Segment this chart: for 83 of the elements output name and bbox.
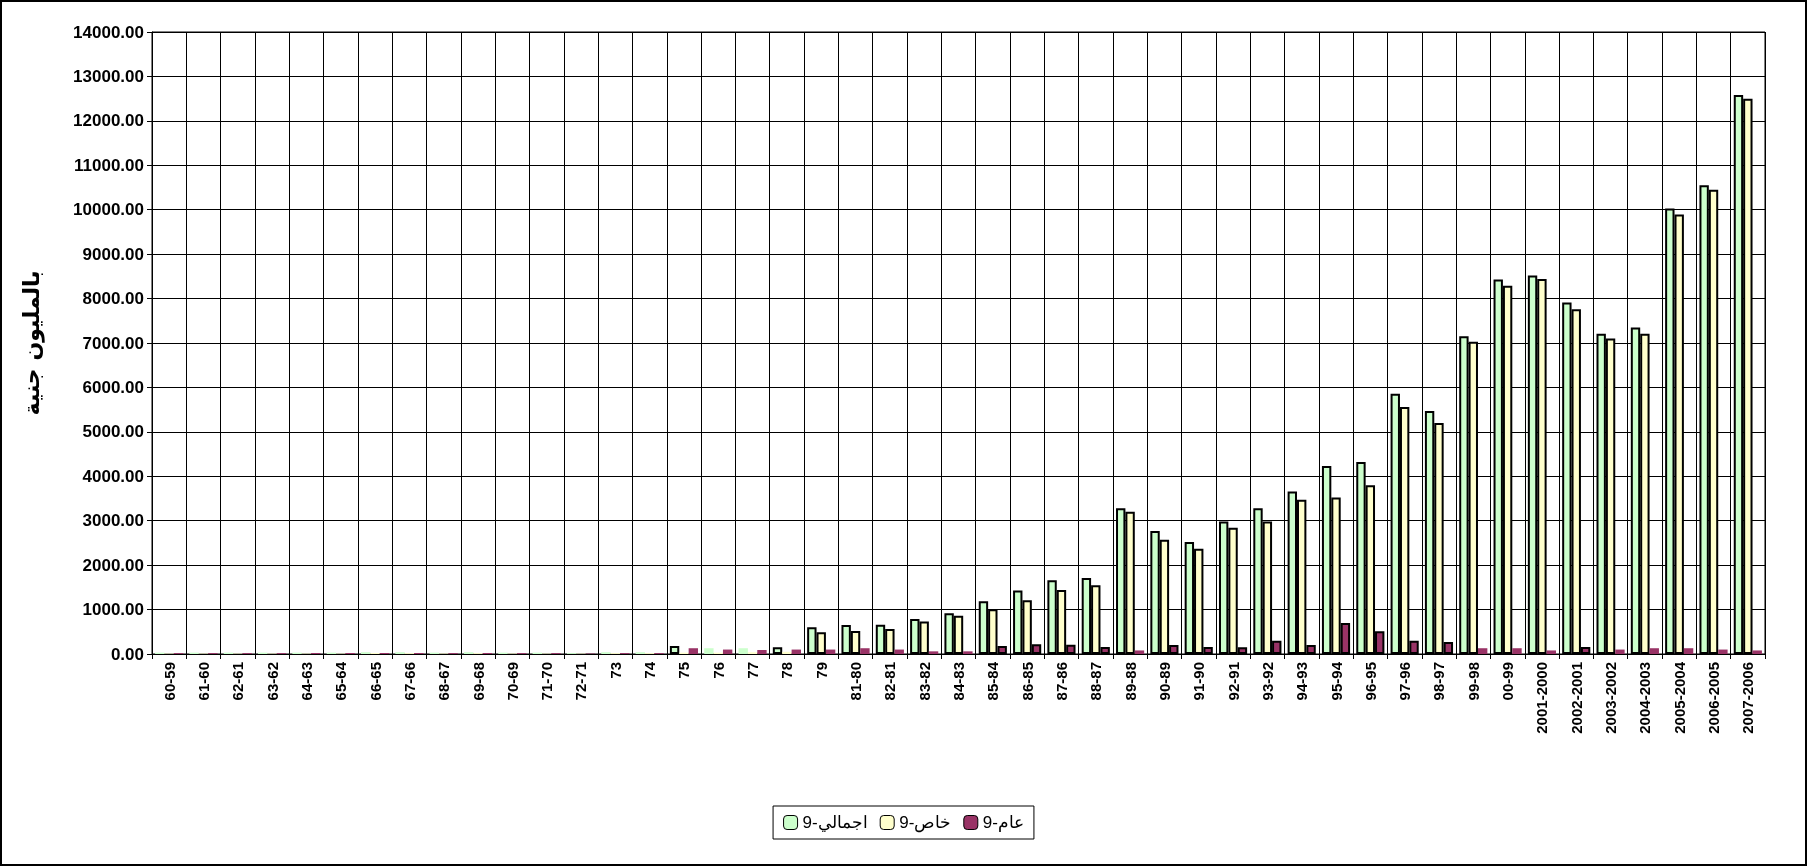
y-tick-label: 9000.00 [82, 244, 144, 264]
x-tick-label: 94-93 [1293, 662, 1311, 701]
x-tick-label: 2007-2006 [1739, 662, 1757, 734]
x-tick-label: 70-69 [503, 662, 521, 701]
x-tick-label: 72-71 [572, 662, 590, 701]
bar [1718, 649, 1728, 654]
legend-label: عام-9 [982, 813, 1024, 833]
bar [704, 648, 714, 654]
x-tick-label: 90-89 [1155, 662, 1173, 701]
x-tick-label: 66-65 [366, 662, 384, 701]
y-tick-label: 12000.00 [73, 111, 144, 131]
x-tick-label: 74 [641, 661, 659, 679]
x-tick-label: 83-82 [915, 662, 933, 701]
x-tick-label: 60-59 [160, 662, 178, 701]
y-tick-label: 5000.00 [82, 422, 144, 442]
x-tick-label: 2003-2002 [1602, 662, 1620, 734]
bar [782, 651, 792, 654]
x-tick-label: 2005-2004 [1670, 661, 1688, 734]
x-tick-label: 73 [606, 662, 624, 679]
x-tick-label: 71-70 [538, 662, 556, 701]
x-tick-label: 2006-2005 [1705, 662, 1723, 734]
y-tick-label: 10000.00 [73, 200, 144, 220]
x-tick-label: 61-60 [194, 662, 212, 701]
bar [688, 648, 699, 654]
y-tick-label: 14000.00 [73, 22, 144, 42]
legend-label: اجمالي-9 [802, 813, 868, 832]
y-tick-label: 1000.00 [82, 600, 144, 620]
bar [1134, 650, 1145, 654]
x-tick-label: 78 [778, 662, 796, 679]
x-tick-label: 79 [812, 662, 830, 679]
x-tick-label: 91-90 [1190, 662, 1208, 701]
bar [1649, 648, 1659, 654]
bar [1683, 648, 1694, 654]
x-tick-label: 2002-2001 [1567, 662, 1585, 734]
x-tick-label: 00-99 [1499, 662, 1517, 701]
bar [1752, 650, 1762, 654]
x-tick-label: 97-96 [1396, 662, 1414, 701]
y-tick-label: 3000.00 [82, 511, 144, 531]
x-tick-label: 63-62 [263, 662, 281, 701]
x-tick-label: 76 [709, 662, 727, 679]
x-tick-label: 84-83 [950, 662, 967, 701]
y-tick-label: 7000.00 [82, 333, 144, 353]
x-tick-label: 2001-2000 [1533, 662, 1551, 734]
bar [928, 651, 939, 654]
x-tick-label: 82-81 [881, 662, 899, 701]
x-tick-label: 87-86 [1052, 662, 1070, 701]
bar [1546, 650, 1556, 654]
bar [1512, 648, 1522, 654]
x-tick-label: 92-91 [1224, 662, 1242, 701]
bar [1615, 649, 1625, 654]
bar [757, 650, 767, 654]
x-tick-label: 67-66 [400, 662, 418, 701]
bar [963, 651, 973, 654]
y-tick-label: 6000.00 [82, 377, 144, 397]
bar [1477, 648, 1488, 654]
x-tick-label: 88-87 [1087, 662, 1105, 701]
x-tick-label: 2004-2003 [1636, 662, 1654, 734]
x-tick-label: 77 [744, 662, 762, 679]
y-tick-label: 11000.00 [74, 155, 144, 175]
y-tick-label: 8000.00 [82, 289, 144, 309]
x-tick-label: 64-63 [297, 662, 315, 701]
y-tick-label: 2000.00 [82, 555, 144, 575]
x-tick-label: 69-68 [469, 662, 487, 701]
y-tick-label: 13000.00 [73, 66, 144, 86]
x-tick-label: 99-98 [1464, 662, 1482, 701]
y-tick-label: 0.00 [110, 644, 144, 664]
legend-label: خاص-9 [899, 813, 952, 833]
x-tick-label: 98-97 [1430, 662, 1448, 701]
y-tick-label: 4000.00 [82, 466, 144, 486]
x-tick-label: 86-85 [1018, 662, 1036, 701]
x-tick-label: 65-64 [332, 661, 350, 701]
x-tick-label: 75 [675, 662, 693, 679]
y-axis-title: بالمليون جنية [18, 270, 45, 416]
x-tick-label: 85-84 [984, 661, 1002, 701]
bar [860, 648, 870, 654]
bar [738, 648, 748, 654]
x-tick-label: 95-94 [1327, 661, 1345, 701]
x-tick-label: 96-95 [1361, 662, 1379, 701]
x-tick-label: 68-67 [435, 662, 453, 701]
x-tick-label: 89-88 [1121, 662, 1139, 701]
x-tick-label: 81-80 [847, 662, 865, 701]
x-tick-label: 93-92 [1258, 662, 1276, 701]
x-tick-label: 62-61 [229, 662, 247, 701]
